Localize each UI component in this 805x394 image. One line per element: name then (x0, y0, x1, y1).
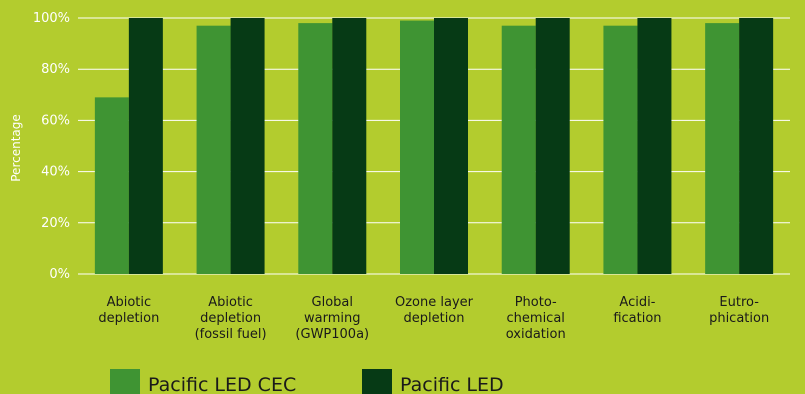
x-category-label: Abiotic depletion (98, 295, 159, 326)
bar (230, 18, 265, 274)
bar (637, 18, 672, 274)
x-category-label: Ozone layer depletion (395, 295, 474, 326)
y-tick-label: 20% (41, 216, 70, 231)
legend-swatch (362, 369, 392, 394)
y-tick-label: 100% (33, 11, 70, 26)
x-category-label: Photo-chemical oxidation (506, 295, 566, 342)
legend: Pacific LED CEC Pacific LED (110, 369, 504, 394)
legend-label: Pacific LED (400, 374, 504, 394)
bar (298, 23, 333, 275)
x-category-label: Eutro-phication (709, 295, 769, 326)
bar (196, 25, 231, 275)
bar (535, 18, 570, 274)
bar (739, 18, 774, 274)
bar (501, 25, 536, 275)
bar (603, 25, 638, 275)
y-tick-label: 60% (41, 113, 70, 128)
y-tick-label: 0% (49, 267, 70, 282)
bar (705, 23, 740, 275)
legend-swatch (110, 369, 140, 394)
y-axis-ticks: 0% 20% 40% 60% 80% 100% (33, 11, 70, 282)
x-category-label: Abiotic depletion (fossil fuel) (195, 295, 267, 342)
bar (434, 18, 468, 274)
y-tick-label: 40% (41, 165, 70, 180)
x-category-label: Acidi-fication (613, 295, 661, 326)
y-axis-title: Percentage (9, 114, 23, 182)
bar (400, 20, 434, 275)
bar (128, 18, 163, 274)
x-category-label: Global warming (GWP100a) (295, 295, 369, 342)
x-axis-category-labels: Abiotic depletion Abiotic depletion (fossil … (98, 295, 769, 342)
bar (94, 97, 129, 274)
legend-label: Pacific LED CEC (148, 374, 296, 394)
bars (94, 18, 774, 275)
y-tick-label: 80% (41, 62, 70, 77)
bar (332, 18, 367, 274)
